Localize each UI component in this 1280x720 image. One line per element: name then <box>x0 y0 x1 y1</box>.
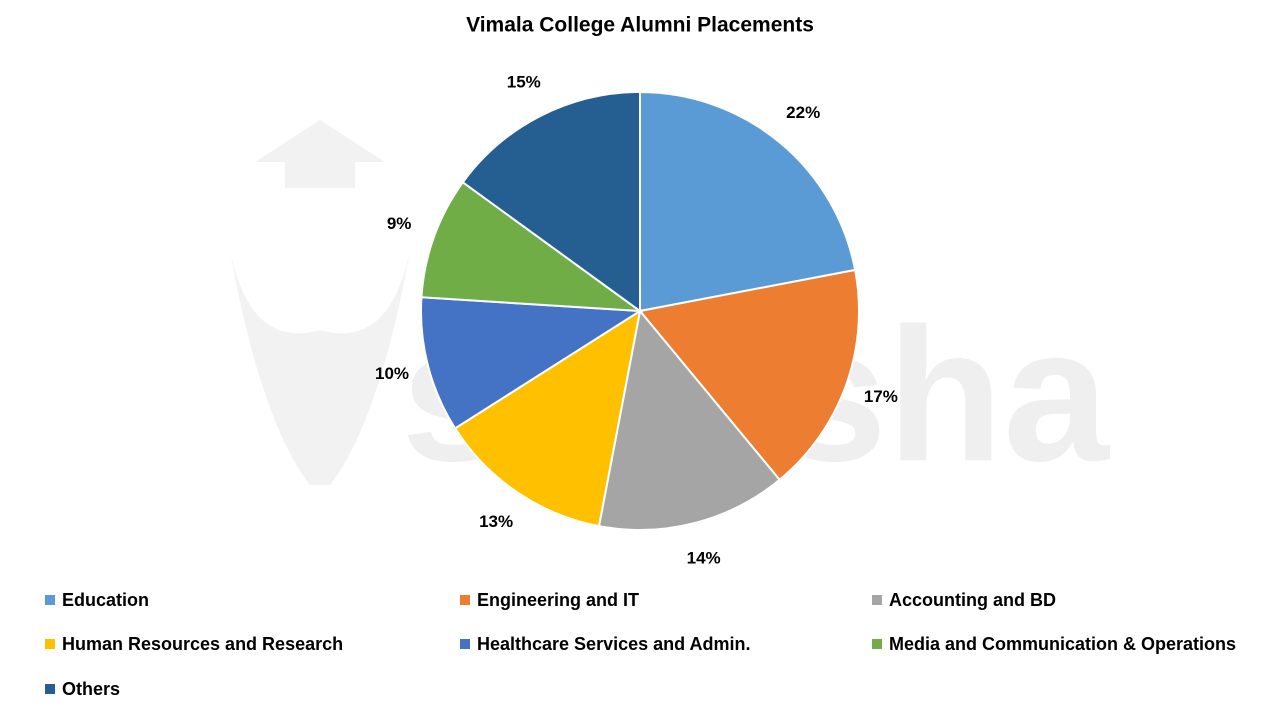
chart-title: Vimala College Alumni Placements <box>466 14 814 37</box>
legend-swatch <box>460 595 470 605</box>
legend-swatch <box>45 595 55 605</box>
data-label: 14% <box>687 548 721 567</box>
legend-swatch <box>872 595 882 605</box>
legend-label: Media and Communication & Operations <box>889 634 1236 654</box>
legend-label: Others <box>62 679 120 699</box>
pie-slice <box>420 180 644 313</box>
data-label: 15% <box>507 72 541 91</box>
data-label: 10% <box>375 364 409 383</box>
pie-slice <box>638 268 860 482</box>
legend-label: Healthcare Services and Admin. <box>477 634 750 654</box>
pie-slice <box>453 308 642 528</box>
data-label: 17% <box>864 387 898 406</box>
legend-swatch <box>460 639 470 649</box>
legend-swatch <box>45 684 55 694</box>
pie-slice <box>461 90 641 313</box>
legend-label: Human Resources and Research <box>62 634 343 654</box>
pie-slice <box>597 308 782 531</box>
data-label: 9% <box>387 214 412 233</box>
legend-label: Accounting and BD <box>889 590 1056 610</box>
legend-label: Engineering and IT <box>477 590 639 610</box>
watermark-logo <box>230 120 410 485</box>
data-label: 22% <box>786 103 820 122</box>
legend-label: Education <box>62 590 149 610</box>
legend-swatch <box>872 639 882 649</box>
legend-swatch <box>45 639 55 649</box>
pie-slice <box>420 296 644 430</box>
data-label: 13% <box>479 512 513 531</box>
pie-slice <box>639 90 857 313</box>
